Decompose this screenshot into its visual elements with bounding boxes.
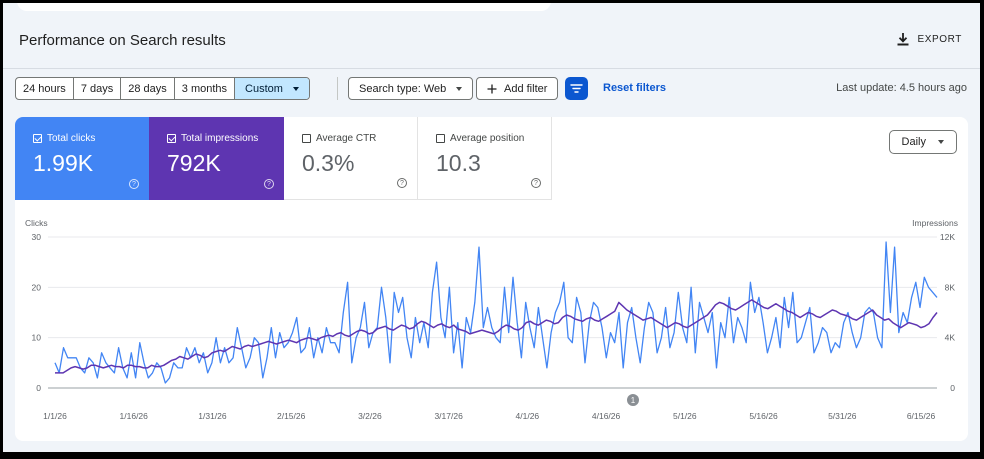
x-tick-label: 5/1/26 [673,411,697,421]
range-3-months[interactable]: 3 months [175,78,236,99]
right-tick-label: 0 [950,383,955,393]
checkbox-unchecked-icon[interactable] [436,134,445,143]
app-frame: Performance on Search results EXPORT 24 … [3,3,980,455]
last-update-text: Last update: 4.5 hours ago [836,82,967,94]
x-tick-label: 4/16/26 [592,411,621,421]
export-label: EXPORT [917,34,962,45]
checkbox-checked-icon[interactable] [33,134,42,143]
export-button[interactable]: EXPORT [897,33,962,46]
x-tick-label: 1/31/26 [198,411,227,421]
chart-annotations: 1 [627,394,639,406]
download-icon [897,33,909,46]
filter-options-button[interactable] [565,77,588,100]
right-axis-title: Impressions [912,218,958,228]
reset-filters-link[interactable]: Reset filters [603,82,666,94]
metric-value: 10.3 [436,150,481,176]
granularity-label: Daily [901,136,926,148]
range-custom[interactable]: Custom [235,78,309,99]
performance-card: Total clicks 1.99K ? Total impressions 7… [15,117,968,441]
right-tick-label: 12K [940,232,955,242]
search-type-label: Search type: Web [359,82,447,95]
x-tick-label: 2/15/26 [277,411,306,421]
right-tick-label: 4K [945,333,956,343]
metric-value: 792K [167,150,221,176]
filter-icon [570,84,583,93]
add-filter-button[interactable]: Add filter [476,77,559,100]
left-tick-label: 0 [36,383,41,393]
metric-total-impressions-header: Total impressions [167,133,284,144]
x-tick-label: 5/31/26 [828,411,857,421]
x-tick-label: 3/2/26 [358,411,382,421]
left-tick-label: 10 [32,333,42,343]
chart-axes: Clicks Impressions 0 10 20 30 0 4K 8K 12K 1/1/26 1/… [25,218,958,421]
left-tick-label: 20 [32,282,42,292]
range-28-days[interactable]: 28 days [121,78,175,99]
metric-average-ctr[interactable]: Average CTR 0.3% ? [284,117,418,200]
x-tick-label: 5/16/26 [749,411,778,421]
metric-average-position[interactable]: Average position 10.3 ? [418,117,552,200]
help-icon[interactable]: ? [531,178,541,188]
granularity-dropdown[interactable]: Daily [888,130,957,154]
right-tick-label: 8K [945,282,956,292]
annotation-marker-label: 1 [631,396,636,405]
plus-icon [487,84,497,93]
series-line-clicks[interactable] [54,241,938,384]
bottom-edge [0,452,984,459]
annotation-marker[interactable] [627,394,639,406]
header-divider [3,68,980,69]
metric-average-position-header: Average position [436,133,551,144]
left-axis-title: Clicks [25,218,48,228]
help-icon[interactable]: ? [264,179,274,189]
x-tick-label: 3/17/26 [434,411,463,421]
metric-total-impressions[interactable]: Total impressions 792K ? [149,117,284,200]
metric-value: 0.3% [302,150,355,176]
checkbox-unchecked-icon[interactable] [302,134,311,143]
metric-label: Total impressions [181,133,259,144]
chart-series [54,241,938,384]
left-tick-label: 30 [32,232,42,242]
performance-chart[interactable]: Clicks Impressions 0 10 20 30 0 4K 8K 12K 1/1/26 1/… [15,117,968,441]
help-icon[interactable]: ? [397,178,407,188]
x-tick-label: 1/1/26 [43,411,67,421]
metric-average-ctr-header: Average CTR [302,133,417,144]
range-24-hours[interactable]: 24 hours [16,78,74,99]
metric-label: Average CTR [316,133,377,144]
metric-label: Total clicks [47,133,96,144]
x-tick-label: 4/1/26 [516,411,540,421]
series-line-impressions[interactable] [55,299,938,374]
checkbox-checked-icon[interactable] [167,134,176,143]
chevron-down-icon [292,86,299,91]
search-type-dropdown[interactable]: Search type: Web [348,77,474,100]
help-icon[interactable]: ? [129,179,139,189]
chevron-down-icon [938,140,944,144]
page-title: Performance on Search results [19,32,226,49]
range-custom-label: Custom [245,82,283,95]
metric-total-clicks[interactable]: Total clicks 1.99K ? [15,117,149,200]
previous-card-edge [17,3,551,11]
metric-label: Average position [450,133,525,144]
x-tick-label: 1/16/26 [120,411,149,421]
date-range-selector: 24 hours 7 days 28 days 3 months Custom [15,77,310,100]
add-filter-label: Add filter [504,82,548,95]
range-7-days[interactable]: 7 days [74,78,122,99]
chevron-down-icon [456,86,463,91]
toolbar-separator [337,77,338,100]
metric-value: 1.99K [33,150,94,176]
x-tick-label: 6/15/26 [907,411,936,421]
metric-total-clicks-header: Total clicks [33,133,149,144]
chart-gridlines [48,236,937,389]
